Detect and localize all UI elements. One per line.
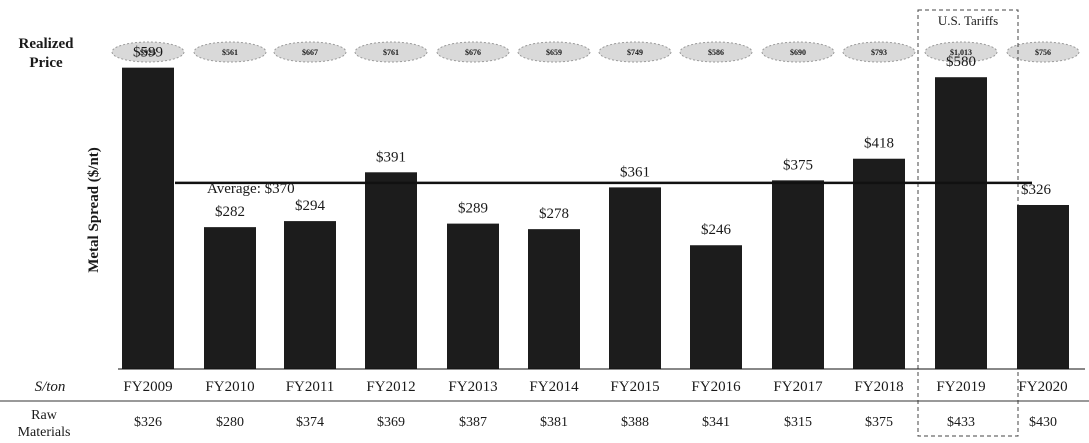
raw-materials-value: $430 (1029, 415, 1057, 430)
bar-value-label: $599 (133, 45, 163, 61)
x-tick-label: FY2019 (936, 379, 985, 395)
realized-price-label-line2: Price (29, 55, 63, 71)
bar-fy2010 (204, 227, 256, 369)
raw-materials-value: $433 (947, 415, 975, 430)
realized-price-value: $761 (383, 48, 399, 57)
raw-materials-value: $375 (865, 415, 893, 430)
bar-value-label: $282 (215, 204, 245, 220)
realized-price-value: $690 (790, 48, 806, 57)
realized-price-row: $925 $561 $667 $761 $676 $659 $749 $586 $690 $793… (111, 41, 1080, 63)
bar-value-label: $391 (376, 149, 406, 165)
realized-price-pill (598, 41, 672, 63)
realized-price-value: $793 (871, 48, 887, 57)
y-axis-label: Metal Spread ($/nt) (86, 147, 102, 273)
bar-value-label: $278 (539, 206, 569, 222)
raw-materials-label-line1: Raw (31, 408, 58, 423)
realized-price-value: $749 (627, 48, 643, 57)
bar-fy2019 (935, 77, 987, 369)
bar-value-label: $580 (946, 54, 976, 70)
raw-materials-value: $381 (540, 415, 568, 430)
realized-price-value: $667 (302, 48, 318, 57)
raw-materials-value: $341 (702, 415, 730, 430)
raw-materials-value: $369 (377, 415, 405, 430)
raw-materials-value: $315 (784, 415, 812, 430)
x-tick-label: FY2020 (1018, 379, 1067, 395)
average-label: Average: $370 (207, 181, 295, 197)
bar-value-label: $418 (864, 136, 894, 152)
realized-price-pill (517, 41, 591, 63)
realized-price-value: $659 (546, 48, 562, 57)
realized-price-pill (436, 41, 510, 63)
realized-price-pill (761, 41, 835, 63)
bar-fy2014 (528, 229, 580, 369)
realized-price-label-line1: Realized (19, 36, 75, 52)
realized-price-value: $1,013 (950, 48, 972, 57)
x-tick-label: FY2010 (205, 379, 254, 395)
realized-price-pill (111, 41, 185, 63)
realized-price-value: $586 (708, 48, 724, 57)
bar-fy2020 (1017, 204, 1069, 369)
bar-value-labels: $599 $282 $294 $391 $289 $278 $361 $246 $375 $418… (133, 45, 1052, 239)
bar-fy2011 (284, 221, 336, 369)
realized-price-value: $925 (140, 48, 156, 57)
bar-fy2009 (122, 67, 174, 369)
bar-fy2015 (609, 187, 661, 369)
bar-fy2012 (365, 172, 417, 369)
x-row-label: S/ton (35, 379, 66, 395)
realized-price-pill (354, 41, 428, 63)
x-tick-label: FY2012 (366, 379, 415, 395)
x-tick-label: FY2018 (854, 379, 903, 395)
x-category-labels: FY2009 FY2010 FY2011 FY2012 FY2013 FY2014 FY20… (123, 379, 1067, 395)
x-tick-label: FY2015 (610, 379, 659, 395)
x-tick-label: FY2013 (448, 379, 497, 395)
raw-materials-row: $326 $280 $374 $369 $387 $381 $388 $341 $315 $375… (134, 415, 1057, 430)
x-tick-label: FY2016 (691, 379, 741, 395)
bar-value-label: $326 (1021, 182, 1052, 198)
tariff-label: U.S. Tariffs (938, 13, 998, 28)
x-tick-label: FY2011 (286, 379, 335, 395)
raw-materials-value: $326 (134, 415, 162, 430)
raw-materials-label-line2: Materials (18, 425, 71, 440)
realized-price-pill (1006, 41, 1080, 63)
realized-price-pill (193, 41, 267, 63)
bar-value-label: $361 (620, 164, 650, 180)
x-tick-label: FY2009 (123, 379, 172, 395)
raw-materials-value: $387 (459, 415, 487, 430)
bars (122, 67, 1069, 369)
tariff-highlight-box (917, 9, 1019, 437)
bar-fy2016 (690, 245, 742, 369)
bar-value-label: $375 (783, 157, 813, 173)
raw-materials-value: $388 (621, 415, 649, 430)
raw-materials-value: $280 (216, 415, 244, 430)
realized-price-pill (679, 41, 753, 63)
bar-value-label: $246 (701, 222, 732, 238)
bar-value-label: $294 (295, 198, 326, 214)
bar-fy2018 (853, 158, 905, 369)
realized-price-pill (273, 41, 347, 63)
bar-fy2017 (772, 180, 824, 369)
raw-materials-value: $374 (296, 415, 324, 430)
x-tick-label: FY2014 (529, 379, 579, 395)
bar-value-label: $289 (458, 201, 488, 217)
realized-price-value: $756 (1035, 48, 1051, 57)
x-tick-label: FY2017 (773, 379, 823, 395)
realized-price-pill (924, 41, 998, 63)
realized-price-value: $561 (222, 48, 238, 57)
bar-fy2013 (447, 223, 499, 369)
realized-price-value: $676 (465, 48, 481, 57)
realized-price-pill (842, 41, 916, 63)
